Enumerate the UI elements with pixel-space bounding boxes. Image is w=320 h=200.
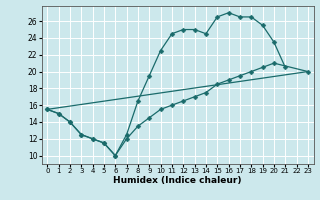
X-axis label: Humidex (Indice chaleur): Humidex (Indice chaleur) bbox=[113, 176, 242, 185]
